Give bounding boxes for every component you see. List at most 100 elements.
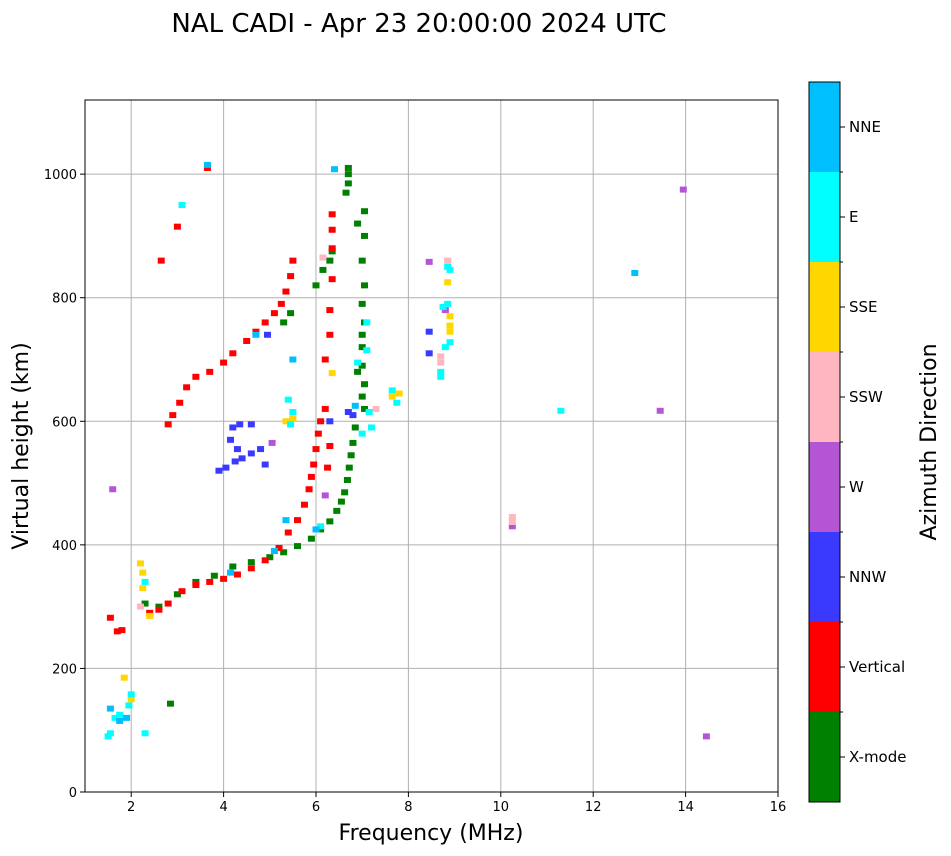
data-point [169,412,176,418]
data-point [123,715,130,721]
data-point [393,400,400,406]
data-point [359,332,366,338]
data-point [354,360,361,366]
data-point [192,582,199,588]
data-point [361,381,368,387]
data-point [289,409,296,415]
data-point [324,465,331,471]
data-point [359,258,366,264]
x-tick-label: 6 [312,800,320,815]
data-point [331,166,338,172]
data-point [269,440,276,446]
data-point [271,310,278,316]
data-point [262,462,269,468]
data-point [192,374,199,380]
data-point [158,258,165,264]
data-point [220,360,227,366]
chart-title: NAL CADI - Apr 23 20:00:00 2024 UTC [171,9,666,39]
data-point [227,570,234,576]
data-point [287,421,294,427]
data-point [229,424,236,430]
data-point [248,565,255,571]
data-point [363,347,370,353]
data-point [352,403,359,409]
data-point [105,733,112,739]
data-point [657,408,664,414]
data-point [557,408,564,414]
data-point [121,675,128,681]
data-point [444,279,451,285]
colorbar-tick-label: SSE [849,298,878,316]
data-point [426,259,433,265]
colorbar-segment [809,82,840,172]
plot-area: 2 4 6 8 10 12 14 16 0 200 400 600 800 1000 [44,100,786,815]
data-point [343,190,350,196]
data-point [329,211,336,217]
data-point [308,536,315,542]
data-point [437,360,444,366]
data-point [229,350,236,356]
y-tick-label: 200 [52,662,77,677]
data-point [109,486,116,492]
data-point [257,446,264,452]
data-point [183,384,190,390]
data-point [345,171,352,177]
data-point [366,409,373,415]
data-point [107,615,114,621]
data-point [329,227,336,233]
data-point [426,350,433,356]
data-point [354,221,361,227]
data-point [310,462,317,468]
colorbar-tick-label: W [849,478,864,496]
colorbar-tick-label: X-mode [849,748,906,766]
data-point [167,701,174,707]
data-point [446,329,453,335]
colorbar-segment [809,262,840,352]
data-point [361,282,368,288]
data-point [322,492,329,498]
colorbar-segment [809,172,840,262]
data-point [271,548,278,554]
colorbar-segment [809,532,840,622]
data-point [315,431,322,437]
data-point [306,486,313,492]
data-point [322,357,329,363]
data-point [322,406,329,412]
data-point [248,559,255,565]
data-point [426,329,433,335]
data-point [359,431,366,437]
x-axis-ticks: 2 4 6 8 10 12 14 16 [127,792,786,815]
data-point [345,165,352,171]
data-point [389,394,396,400]
data-point [236,421,243,427]
data-point [354,369,361,375]
data-point [352,424,359,430]
data-point [444,301,451,307]
data-point [232,458,239,464]
data-point [326,307,333,313]
colorbar-tick-label: NNE [849,118,881,136]
data-point [204,162,211,168]
data-point [107,706,114,712]
y-axis-label: Virtual height (km) [9,342,34,549]
data-point [174,224,181,230]
data-point [227,437,234,443]
data-point [631,270,638,276]
colorbar-tick-label: SSW [849,388,883,406]
data-point [294,517,301,523]
data-point [139,570,146,576]
data-point [446,339,453,345]
data-point [363,319,370,325]
colorbar-segment [809,352,840,442]
data-point [215,468,222,474]
data-point [326,418,333,424]
data-point [289,357,296,363]
data-point [220,576,227,582]
data-point [344,477,351,483]
data-point [446,323,453,329]
y-tick-label: 1000 [44,168,77,183]
data-point [301,502,308,508]
data-point [396,390,403,396]
data-point [317,418,324,424]
colorbar-segment [809,712,840,802]
